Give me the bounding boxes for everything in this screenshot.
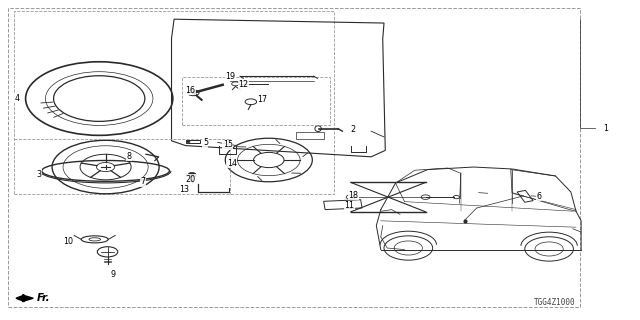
Text: 14: 14 [227, 159, 237, 168]
Text: 6: 6 [536, 192, 541, 201]
Text: 4: 4 [14, 94, 19, 103]
Text: 2: 2 [351, 125, 356, 134]
Bar [324, 200, 362, 210]
Text: 5: 5 [203, 138, 208, 147]
Text: 20: 20 [186, 175, 196, 184]
Circle shape [186, 141, 190, 143]
Text: 1: 1 [603, 124, 608, 132]
Text: 17: 17 [257, 95, 268, 104]
Text: 19: 19 [225, 72, 236, 81]
Text: 8: 8 [126, 152, 131, 161]
Text: 13: 13 [179, 185, 189, 194]
Text: 11: 11 [344, 201, 355, 210]
Text: 9: 9 [110, 270, 115, 279]
Text: 12: 12 [238, 80, 248, 89]
Text: Fr.: Fr. [37, 293, 51, 303]
Text: 16: 16 [185, 86, 195, 95]
Bar [186, 140, 200, 143]
Polygon shape [16, 295, 33, 301]
Text: TGG4Z1000: TGG4Z1000 [534, 298, 576, 307]
Bar [296, 132, 324, 139]
Text: 15: 15 [223, 140, 233, 149]
Text: 3: 3 [36, 170, 42, 179]
Circle shape [188, 172, 196, 176]
Text: 18: 18 [348, 191, 358, 200]
Text: 7: 7 [141, 177, 146, 186]
Text: 10: 10 [63, 237, 74, 246]
